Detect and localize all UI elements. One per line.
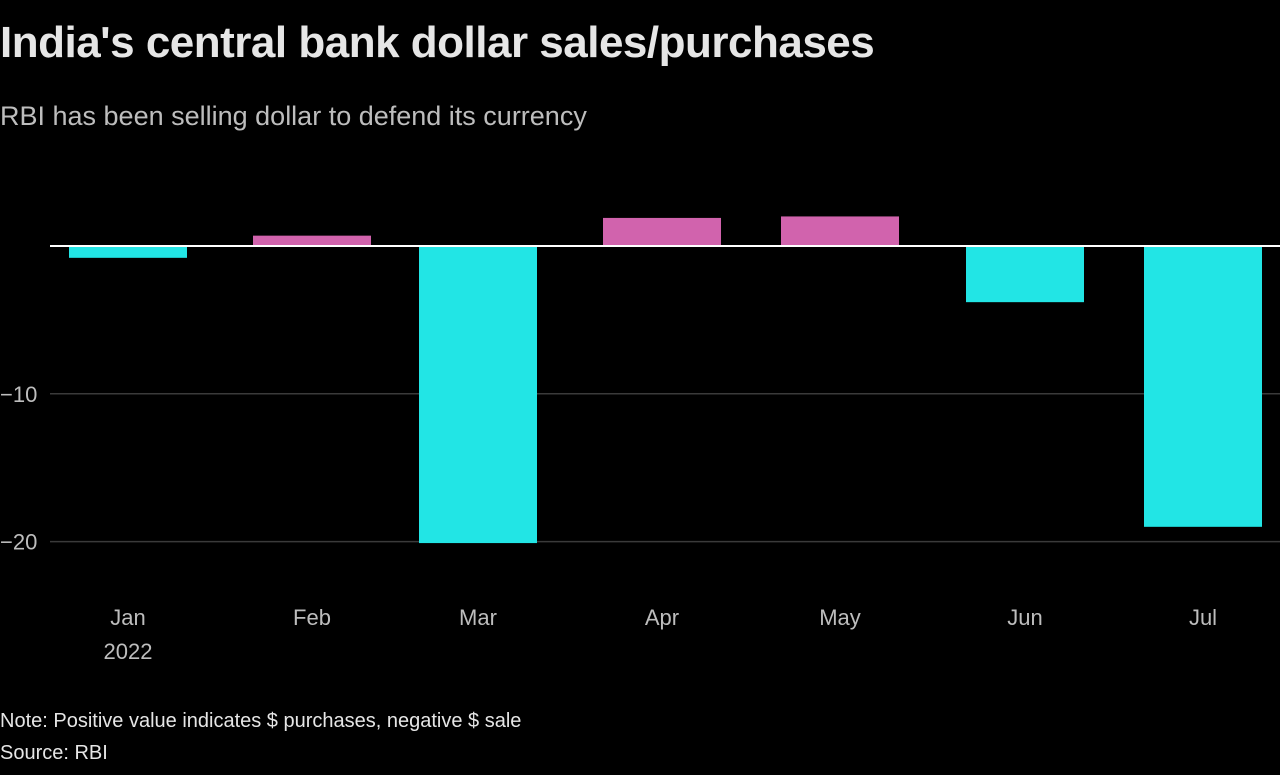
bars (69, 216, 1262, 544)
bar-mar (419, 246, 537, 544)
x-tick-sublabel: 2022 (104, 639, 153, 664)
tick-labels: −10 −20 Jan 2022 Feb Mar Apr May Jun Jul (0, 382, 1217, 664)
chart-subtitle: RBI has been selling dollar to defend it… (0, 101, 587, 131)
bar-jul (1144, 246, 1262, 527)
x-tick-label: Jul (1189, 605, 1217, 630)
chart-source: Source: RBI (0, 742, 108, 764)
x-tick-label: Mar (459, 605, 497, 630)
gridlines (50, 393, 1280, 543)
bar-jun (966, 246, 1084, 303)
x-tick-label: Apr (645, 605, 679, 630)
x-tick-label: Jan (110, 605, 145, 630)
chart-note: Note: Positive value indicates $ purchas… (0, 710, 522, 732)
x-tick-label: Jun (1007, 605, 1042, 630)
x-tick-label: Feb (293, 605, 331, 630)
y-tick-label: −10 (0, 382, 37, 407)
bar-feb (253, 235, 371, 246)
y-tick-label: −20 (0, 530, 37, 555)
chart-title: India's central bank dollar sales/purcha… (0, 18, 875, 67)
bar-jan (69, 246, 187, 258)
bar-chart: −10 −20 Jan 2022 Feb Mar Apr May Jun Jul (0, 216, 1280, 664)
x-tick-label: May (819, 605, 861, 630)
bar-may (781, 216, 899, 246)
bar-apr (603, 217, 721, 246)
